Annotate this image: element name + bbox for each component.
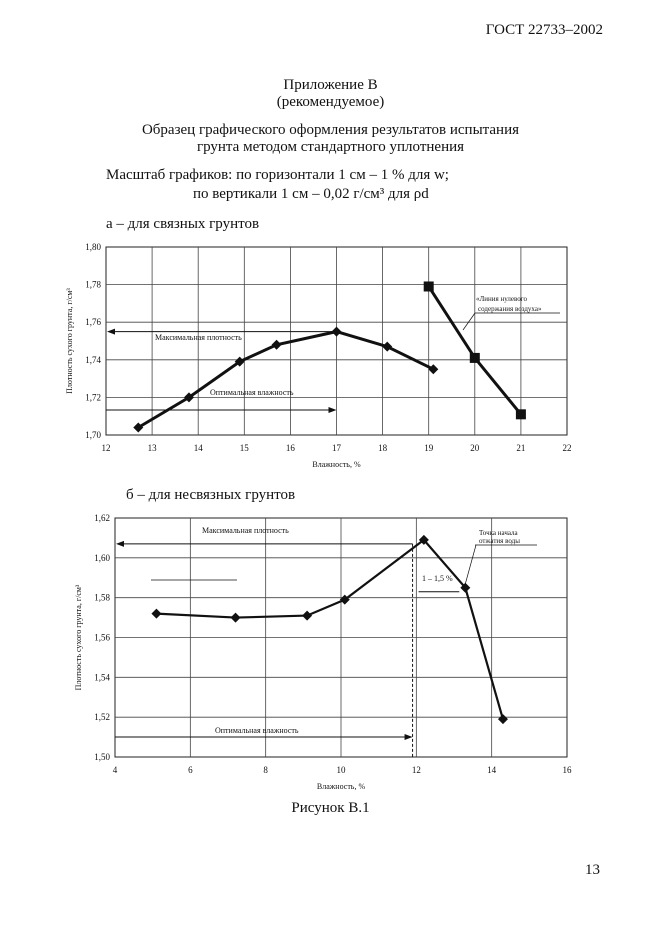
appendix-note: (рекомендуемое) bbox=[276, 94, 385, 110]
data-point-diamond bbox=[183, 392, 194, 403]
data-point-diamond bbox=[460, 582, 471, 593]
y-tick-label: 1,76 bbox=[85, 317, 101, 327]
appendix-title: Приложение В bbox=[283, 77, 378, 93]
x-tick-label: 12 bbox=[412, 765, 421, 775]
x-tick-label: 21 bbox=[516, 443, 525, 453]
scale-line-1: Масштаб графиков: по горизонтали 1 см – … bbox=[106, 167, 449, 183]
x-tick-label: 20 bbox=[470, 443, 480, 453]
x-axis-label: Влажность, % bbox=[312, 460, 361, 469]
x-tick-label: 18 bbox=[378, 443, 388, 453]
heading-line-1: Образец графического оформления результа… bbox=[141, 122, 520, 138]
x-tick-label: 15 bbox=[240, 443, 250, 453]
y-tick-label: 1,58 bbox=[94, 593, 110, 603]
y-axis-label: Плотность сухого грунта, г/см³ bbox=[65, 288, 74, 394]
x-tick-label: 14 bbox=[487, 765, 497, 775]
zero-air-leader bbox=[462, 312, 476, 331]
data-point-diamond bbox=[428, 364, 439, 375]
zero-air-label-2: содержания воздуха» bbox=[478, 305, 542, 313]
y-tick-label: 1,80 bbox=[85, 242, 101, 252]
data-point-diamond bbox=[497, 714, 508, 725]
x-axis-label: Влажность, % bbox=[317, 782, 366, 791]
y-tick-label: 1,62 bbox=[94, 513, 110, 523]
y-tick-label: 1,50 bbox=[94, 752, 110, 762]
data-point-diamond bbox=[331, 326, 342, 337]
data-point-square bbox=[515, 409, 526, 420]
data-point-square bbox=[469, 352, 480, 363]
x-tick-label: 13 bbox=[148, 443, 158, 453]
data-point-diamond bbox=[339, 594, 350, 605]
y-tick-label: 1,60 bbox=[94, 553, 110, 563]
chart-b-title: б – для несвязных грунтов bbox=[126, 487, 296, 503]
data-point-square bbox=[423, 281, 434, 292]
chart-a-title: а – для связных грунтов bbox=[106, 216, 260, 232]
x-tick-label: 8 bbox=[263, 765, 268, 775]
y-tick-label: 1,74 bbox=[85, 355, 101, 365]
x-tick-label: 6 bbox=[188, 765, 193, 775]
scale-line-2: по вертикали 1 см – 0,02 г/см³ для ρd bbox=[193, 186, 429, 202]
page-number: 13 bbox=[585, 862, 600, 878]
data-point-diamond bbox=[418, 534, 429, 545]
x-tick-label: 16 bbox=[563, 765, 573, 775]
y-tick-label: 1,78 bbox=[85, 280, 101, 290]
figure-caption: Рисунок В.1 bbox=[291, 800, 370, 816]
data-point-diamond bbox=[302, 610, 313, 621]
series-line bbox=[156, 538, 505, 720]
data-point-diamond bbox=[133, 422, 144, 433]
water-point-label-2: отжатия воды bbox=[479, 537, 520, 545]
water-point-label: Точка начала bbox=[479, 529, 518, 537]
y-tick-label: 1,52 bbox=[94, 712, 110, 722]
max-density-label: Максимальная плотность bbox=[202, 526, 289, 535]
range-label: 1 – 1,5 % bbox=[422, 574, 453, 583]
arrow-right-icon bbox=[328, 407, 337, 413]
zero-air-label: «Линия нулевого bbox=[476, 295, 527, 303]
y-tick-label: 1,56 bbox=[94, 633, 110, 643]
y-tick-label: 1,70 bbox=[85, 430, 101, 440]
data-point-diamond bbox=[271, 339, 282, 350]
x-tick-label: 17 bbox=[332, 443, 342, 453]
x-tick-label: 4 bbox=[113, 765, 118, 775]
y-tick-label: 1,72 bbox=[85, 392, 101, 402]
max-density-label: Максимальная плотность bbox=[155, 333, 242, 342]
arrow-left-icon bbox=[107, 328, 115, 335]
x-tick-label: 19 bbox=[424, 443, 434, 453]
y-axis-label: Плотность сухого грунта, г/см³ bbox=[74, 584, 83, 690]
opt-moisture-label: Оптимальная влажность bbox=[215, 726, 299, 735]
x-tick-label: 16 bbox=[286, 443, 296, 453]
x-tick-label: 14 bbox=[194, 443, 204, 453]
data-point-diamond bbox=[234, 356, 245, 367]
arrow-right-icon bbox=[404, 734, 413, 740]
x-tick-label: 22 bbox=[563, 443, 572, 453]
heading-line-2: грунта методом стандартного уплотнения bbox=[196, 139, 465, 155]
x-tick-label: 10 bbox=[337, 765, 347, 775]
data-point-diamond bbox=[382, 341, 393, 352]
standard-number: ГОСТ 22733–2002 bbox=[485, 22, 603, 38]
opt-moisture-label: Оптимальная влажность bbox=[210, 388, 294, 397]
water-point-leader bbox=[464, 544, 477, 586]
x-tick-label: 12 bbox=[102, 443, 111, 453]
data-point-diamond bbox=[230, 612, 241, 623]
y-tick-label: 1,54 bbox=[94, 672, 110, 682]
data-point-diamond bbox=[151, 608, 162, 619]
arrow-left-icon bbox=[116, 540, 124, 547]
